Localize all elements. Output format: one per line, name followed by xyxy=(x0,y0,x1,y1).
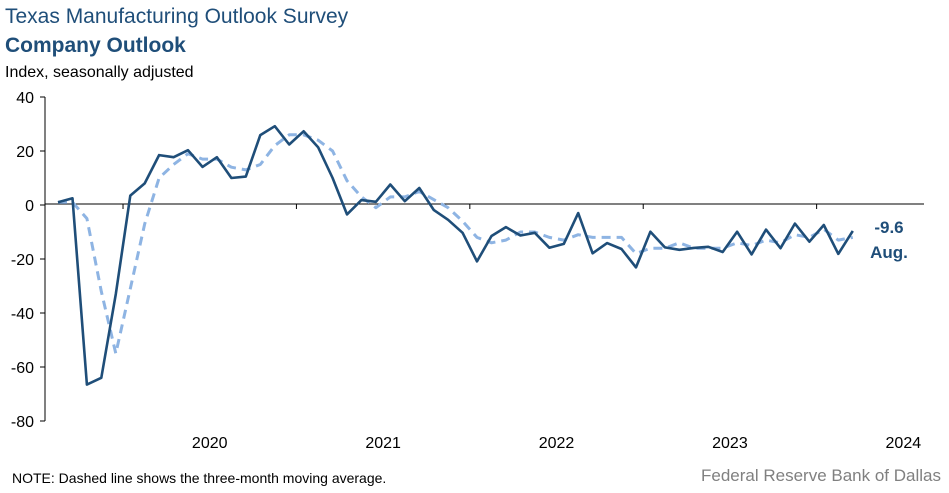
latest-month-label: Aug. xyxy=(870,243,908,262)
series-layer xyxy=(57,124,854,386)
x-tick-label: 2023 xyxy=(712,435,748,452)
latest-value-label: -9.6 xyxy=(874,218,903,237)
moving-average-line xyxy=(58,133,854,355)
units-label: Index, seasonally adjusted xyxy=(5,64,194,81)
x-tick-label: 2022 xyxy=(539,435,575,452)
x-tick-label: 2020 xyxy=(192,435,228,452)
y-tick-label: 40 xyxy=(16,90,34,107)
y-tick-label: -40 xyxy=(11,306,34,323)
latest-value-callout: -9.6 Aug. xyxy=(870,218,908,262)
chart-subtitle: Company Outlook xyxy=(5,34,186,57)
footnote: NOTE: Dashed line shows the three-month … xyxy=(12,470,387,486)
y-tick-label: -20 xyxy=(11,252,34,269)
x-tick-label: 2024 xyxy=(886,435,922,452)
y-tick-label: 0 xyxy=(25,198,34,215)
y-tick-label: -60 xyxy=(11,360,34,377)
chart-title: Texas Manufacturing Outlook Survey xyxy=(5,5,349,28)
y-tick-label: -80 xyxy=(11,414,34,431)
source-credit: Federal Reserve Bank of Dallas xyxy=(700,466,941,485)
index-line xyxy=(57,124,854,386)
x-tick-label: 2021 xyxy=(365,435,401,452)
chart-axes: 40 20 0 -20 -40 -60 -80 2020 2021 2022 2023 2024 xyxy=(11,90,924,452)
y-tick-label: 20 xyxy=(16,144,34,161)
